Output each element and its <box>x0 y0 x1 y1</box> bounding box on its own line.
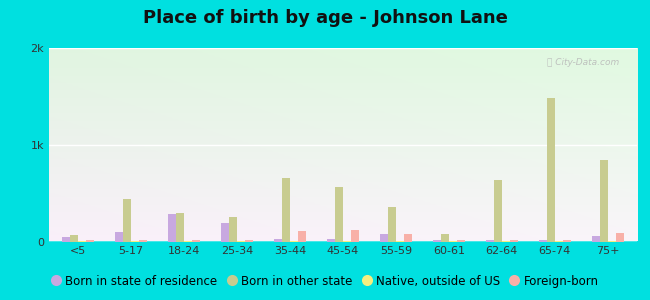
Bar <box>62 237 70 242</box>
Bar <box>502 241 510 242</box>
Bar <box>563 240 571 242</box>
Bar <box>123 199 131 242</box>
Bar <box>78 241 86 242</box>
Bar <box>592 236 600 242</box>
Bar <box>221 223 229 242</box>
Bar <box>547 98 555 242</box>
Bar <box>139 240 147 242</box>
Bar <box>539 240 547 242</box>
Bar <box>449 241 457 242</box>
Bar <box>388 207 396 242</box>
Bar <box>274 239 282 242</box>
Bar <box>380 234 388 242</box>
Bar <box>441 234 449 242</box>
Bar <box>168 214 176 242</box>
Bar <box>555 241 563 242</box>
Bar <box>351 230 359 242</box>
Text: Place of birth by age - Johnson Lane: Place of birth by age - Johnson Lane <box>142 9 508 27</box>
Bar <box>70 235 78 242</box>
Bar <box>131 241 139 242</box>
Bar <box>282 178 290 242</box>
Bar <box>290 241 298 242</box>
Bar <box>510 240 518 242</box>
Bar <box>115 232 123 242</box>
Bar <box>608 241 616 242</box>
Legend: Born in state of residence, Born in other state, Native, outside of US, Foreign-: Born in state of residence, Born in othe… <box>46 270 604 292</box>
Bar <box>298 231 305 242</box>
Bar <box>396 241 404 242</box>
Bar <box>486 240 494 242</box>
Bar <box>184 241 192 242</box>
Bar <box>616 233 624 242</box>
Bar <box>237 241 245 242</box>
Bar <box>86 240 94 242</box>
Bar <box>327 239 335 242</box>
Bar <box>404 234 411 242</box>
Bar <box>457 240 465 242</box>
Bar <box>343 241 351 242</box>
Bar <box>433 240 441 242</box>
Bar <box>494 180 502 242</box>
Bar <box>176 213 184 242</box>
Bar <box>335 187 343 242</box>
Bar <box>245 240 253 242</box>
Bar <box>600 160 608 242</box>
Bar <box>192 240 200 242</box>
Bar <box>229 217 237 242</box>
Text: ⓘ City-Data.com: ⓘ City-Data.com <box>547 58 619 67</box>
